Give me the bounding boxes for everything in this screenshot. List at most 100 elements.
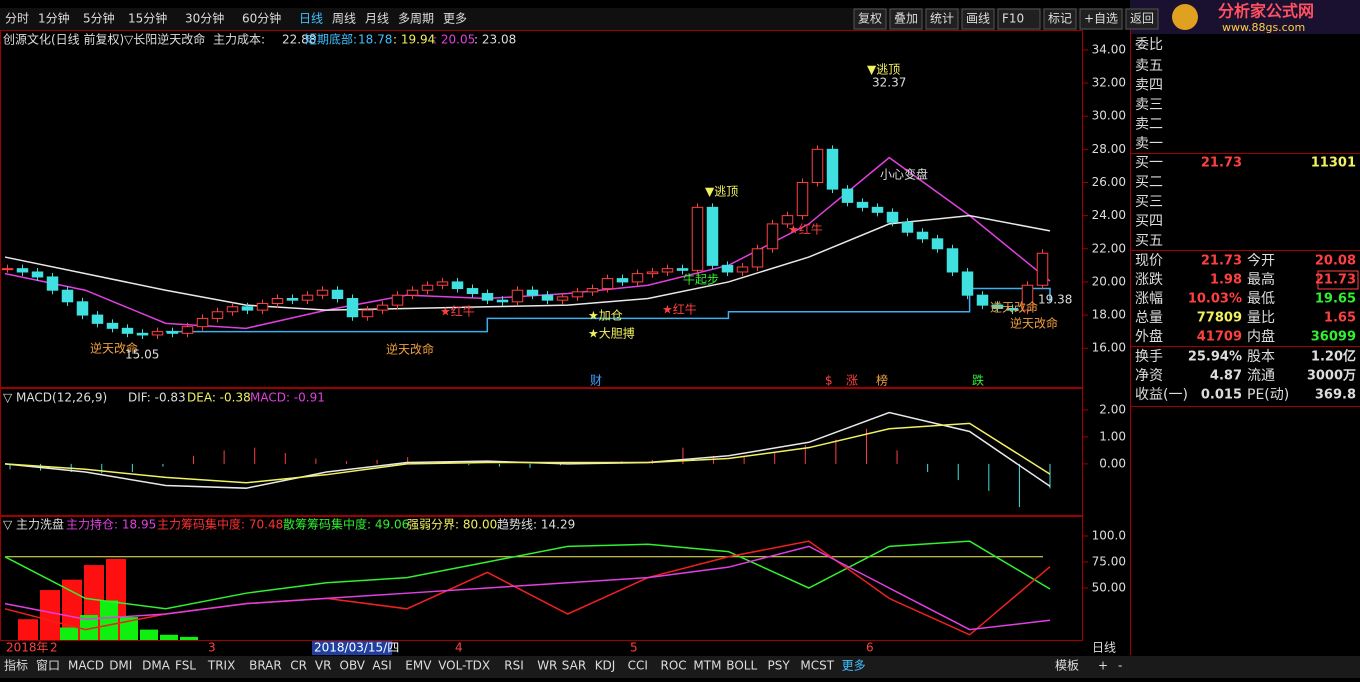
y-tick-label: 34.00 bbox=[1092, 42, 1126, 56]
indicator-tab[interactable]: MTM bbox=[693, 659, 721, 673]
quote-label: 买三 bbox=[1135, 194, 1163, 210]
candle bbox=[392, 295, 403, 305]
period-tab[interactable]: 分时 bbox=[5, 12, 29, 26]
indicator-tab[interactable]: TRIX bbox=[207, 659, 235, 673]
candle bbox=[872, 207, 883, 212]
tab-control[interactable]: + bbox=[1098, 659, 1108, 673]
action-button-label[interactable]: F10 bbox=[1002, 12, 1024, 26]
indicator-tab[interactable]: BOLL bbox=[726, 659, 757, 673]
candle bbox=[152, 332, 163, 335]
indicator-tab[interactable]: VOL-TDX bbox=[438, 659, 490, 673]
action-button-label[interactable]: +自选 bbox=[1084, 12, 1118, 26]
red-bar bbox=[18, 619, 38, 640]
period-tab[interactable]: 周线 bbox=[332, 12, 356, 26]
tab-control[interactable]: - bbox=[1118, 659, 1122, 673]
candle bbox=[662, 269, 673, 272]
date-label: 2018/03/15/四 bbox=[314, 641, 399, 655]
indicator-tab[interactable]: VR bbox=[315, 659, 332, 673]
indicator-tab[interactable]: MACD bbox=[68, 659, 104, 673]
action-button-label[interactable]: 画线 bbox=[966, 12, 990, 26]
candle bbox=[47, 277, 58, 290]
quote-label: 涨幅 bbox=[1135, 291, 1163, 307]
indicator-tab[interactable]: MCST bbox=[800, 659, 834, 673]
y-tick-label: 20.00 bbox=[1092, 274, 1126, 288]
annotation: 跌 bbox=[972, 373, 984, 388]
indicator-tab[interactable]: DMA bbox=[142, 659, 171, 673]
quote-label: 量比 bbox=[1247, 310, 1275, 326]
indicator-tab[interactable]: BRAR bbox=[249, 659, 282, 673]
quote-label: 外盘 bbox=[1135, 328, 1163, 345]
indicator-tab[interactable]: 指标 bbox=[4, 658, 28, 673]
indicator-tab[interactable]: OBV bbox=[340, 659, 366, 673]
quote-value: 0.015 bbox=[1201, 388, 1242, 403]
candle bbox=[542, 295, 553, 300]
indicator-tab[interactable]: 更多 bbox=[842, 659, 866, 673]
candle bbox=[737, 267, 748, 272]
indicator-tab[interactable]: ASI bbox=[372, 659, 391, 673]
period-tab[interactable]: 月线 bbox=[365, 12, 389, 26]
annotation: ★红牛 bbox=[662, 302, 697, 317]
y-tick-label: 2.00 bbox=[1099, 402, 1126, 416]
period-tab[interactable]: 日线 bbox=[299, 12, 323, 26]
indicator-tab[interactable]: WR bbox=[537, 659, 557, 673]
annotation: $ bbox=[825, 374, 833, 388]
action-button-label[interactable]: 统计 bbox=[930, 12, 954, 26]
indicator-tab[interactable]: CCI bbox=[628, 659, 648, 673]
quote-label: 净资 bbox=[1135, 368, 1163, 384]
quote-value: 1.65 bbox=[1324, 311, 1356, 326]
candle bbox=[902, 222, 913, 232]
candle bbox=[647, 272, 658, 274]
period-tab[interactable]: 60分钟 bbox=[242, 11, 281, 26]
candle bbox=[692, 207, 703, 270]
indicator-tab[interactable]: CR bbox=[290, 659, 307, 673]
period-tab[interactable]: 多周期 bbox=[398, 12, 434, 26]
candle bbox=[317, 290, 328, 295]
panel-header: ▽ MACD(12,26,9) bbox=[3, 391, 107, 405]
indicator-tab[interactable]: KDJ bbox=[595, 659, 616, 673]
panel-header: 主力成本: bbox=[213, 33, 265, 47]
candle bbox=[332, 290, 343, 298]
candle bbox=[812, 149, 823, 182]
period-tab[interactable]: 30分钟 bbox=[185, 11, 224, 26]
indicator-tab[interactable]: ROC bbox=[661, 659, 687, 673]
annotation: 榜 bbox=[876, 373, 888, 388]
panel-header: : 20.05 bbox=[433, 33, 475, 47]
candle bbox=[557, 297, 568, 300]
period-tab[interactable]: 更多 bbox=[443, 12, 467, 26]
quote-label: 最低 bbox=[1247, 291, 1275, 307]
annotation: ★加仓 bbox=[588, 309, 623, 323]
period-tab[interactable]: 5分钟 bbox=[83, 11, 115, 26]
candle bbox=[452, 282, 463, 289]
candle bbox=[17, 269, 28, 272]
annotation: ▼逃顶 bbox=[867, 63, 900, 77]
green-bar bbox=[100, 600, 118, 640]
indicator-tab[interactable]: 窗口 bbox=[36, 659, 60, 673]
annotation: 小心变盘 bbox=[880, 167, 928, 182]
action-button-label[interactable]: 叠加 bbox=[894, 12, 918, 26]
candle bbox=[182, 327, 193, 334]
y-tick-label: 50.00 bbox=[1092, 580, 1126, 594]
period-tab[interactable]: 1分钟 bbox=[38, 11, 70, 26]
tab-control[interactable]: 模板 bbox=[1055, 659, 1079, 673]
indicator-tab[interactable]: PSY bbox=[768, 659, 791, 673]
indicator-tab[interactable]: SAR bbox=[562, 659, 586, 673]
candle bbox=[857, 202, 868, 207]
period-tab[interactable]: 15分钟 bbox=[128, 11, 167, 26]
panel-header: 主力持仓: 18.95 bbox=[66, 517, 156, 532]
action-button-label[interactable]: 复权 bbox=[858, 12, 882, 26]
indicator-tab[interactable]: RSI bbox=[504, 659, 524, 673]
indicator-tab[interactable]: FSL bbox=[175, 659, 196, 673]
quote-label: PE(动) bbox=[1247, 387, 1289, 403]
candle bbox=[197, 318, 208, 326]
candle bbox=[137, 333, 148, 335]
action-button-label[interactable]: 标记 bbox=[1048, 12, 1072, 26]
candle bbox=[572, 292, 583, 297]
panel-header: DEA: -0.38 bbox=[187, 391, 251, 405]
indicator-tab[interactable]: EMV bbox=[405, 659, 432, 673]
indicator-tab[interactable]: DMI bbox=[109, 659, 132, 673]
annotation: ★红牛 bbox=[788, 222, 823, 237]
quote-label: 委比 bbox=[1135, 37, 1163, 53]
quote-value: 36099 bbox=[1311, 330, 1356, 345]
action-button-label[interactable]: 返回 bbox=[1130, 12, 1154, 26]
candle bbox=[932, 239, 943, 249]
